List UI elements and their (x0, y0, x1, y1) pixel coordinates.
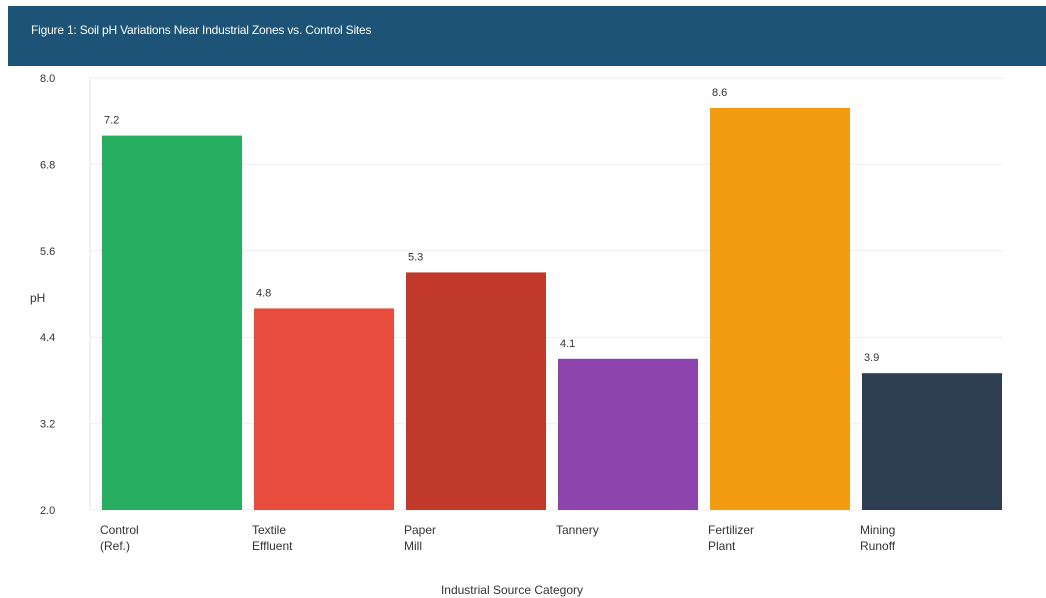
y-tick-label: 3.2 (40, 419, 55, 431)
bar-value-label: 8.6 (712, 87, 727, 99)
y-axis-label: pH (30, 291, 45, 305)
bar-value-label: 4.8 (256, 287, 271, 299)
bar-value-label: 5.3 (408, 251, 423, 263)
x-axis-ticks: Control (Ref.) Textile Effluent Paper Mill Tan… (100, 523, 896, 553)
y-axis-ticks: 2.0 3.2 4.4 5.6 6.8 8.0 (40, 73, 55, 517)
bar (102, 135, 242, 510)
x-tick-label: Paper (404, 523, 436, 537)
bar-value-label: 4.1 (560, 338, 575, 350)
x-tick-label: Textile (252, 523, 286, 537)
x-tick-label: Fertilizer (708, 523, 754, 537)
x-tick-label: Plant (708, 539, 736, 553)
x-tick-label: Runoff (860, 539, 896, 553)
x-tick-label: Mining (860, 523, 895, 537)
bar (558, 358, 698, 510)
bar (862, 373, 1002, 510)
chart-header: Figure 1: Soil pH Variations Near Indust… (8, 6, 1046, 66)
x-axis-label: Industrial Source Category (441, 583, 583, 597)
y-tick-label: 8.0 (40, 73, 55, 85)
bar-value-label: 7.2 (104, 115, 119, 127)
x-tick-label: (Ref.) (100, 539, 130, 553)
bar (710, 108, 850, 510)
y-tick-label: 6.8 (40, 159, 55, 171)
x-tick-label: Tannery (556, 523, 599, 537)
y-tick-label: 2.0 (40, 505, 55, 517)
bars (102, 108, 1002, 510)
x-tick-label: Control (100, 523, 139, 537)
y-tick-label: 4.4 (40, 332, 55, 344)
value-labels: 7.2 4.8 5.3 4.1 8.6 3.9 (104, 87, 879, 364)
y-tick-label: 5.6 (40, 246, 55, 258)
x-tick-label: Effluent (252, 539, 293, 553)
x-tick-label: Mill (404, 539, 422, 553)
chart-title: Figure 1: Soil pH Variations Near Indust… (31, 23, 372, 37)
bar-value-label: 3.9 (864, 352, 879, 364)
bar (406, 272, 546, 510)
bar (254, 308, 394, 510)
